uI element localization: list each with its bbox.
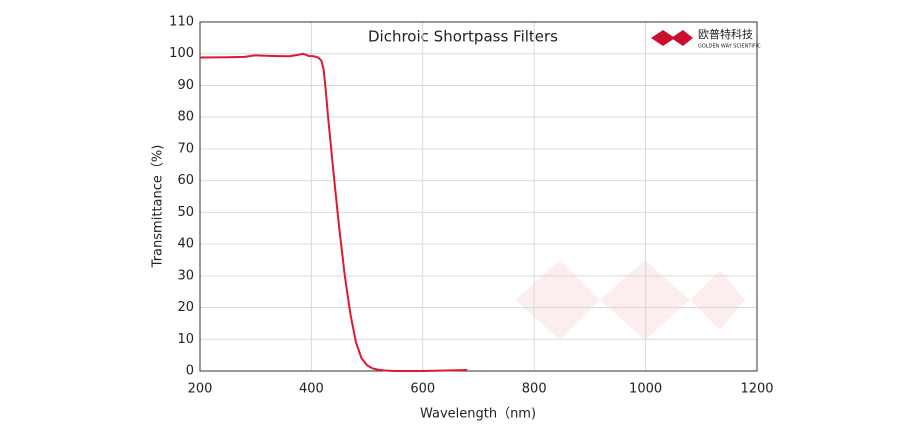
plot-frame [199, 21, 758, 372]
y-tick-label: 20 [177, 300, 194, 315]
watermark [515, 260, 745, 340]
y-tick-label: 80 [177, 110, 194, 125]
y-tick-label: 90 [177, 78, 194, 93]
x-axis-label: Wavelength（nm) [420, 407, 536, 422]
y-tick-label: 10 [177, 332, 194, 347]
y-tick-label: 60 [177, 173, 194, 188]
x-tick-label: 1000 [629, 382, 662, 397]
chart-title: Dichroic Shortpass Filters [368, 28, 558, 46]
logo-subtitle: GOLDEN WAY SCIENTIFIC [698, 44, 761, 50]
y-tick-label: 70 [177, 141, 194, 156]
x-tick-label: 600 [410, 382, 435, 397]
y-tick-label: 110 [169, 15, 194, 30]
x-tick-label: 200 [188, 382, 213, 397]
x-tick-label: 400 [299, 382, 324, 397]
y-axis-label: Transmittance（%) [151, 145, 166, 269]
y-tick-label: 50 [177, 205, 194, 220]
x-tick-label: 1200 [740, 382, 773, 397]
logo: 欧普特科技 GOLDEN WAY SCIENTIFIC [651, 27, 761, 50]
y-tick-label: 100 [169, 46, 194, 61]
y-tick-label: 40 [177, 237, 194, 252]
y-tick-label: 30 [177, 268, 194, 283]
data-line [199, 52, 468, 372]
y-tick-label: 0 [186, 364, 194, 379]
x-tick-label: 800 [522, 382, 547, 397]
logo-name: 欧普特科技 [698, 27, 753, 41]
